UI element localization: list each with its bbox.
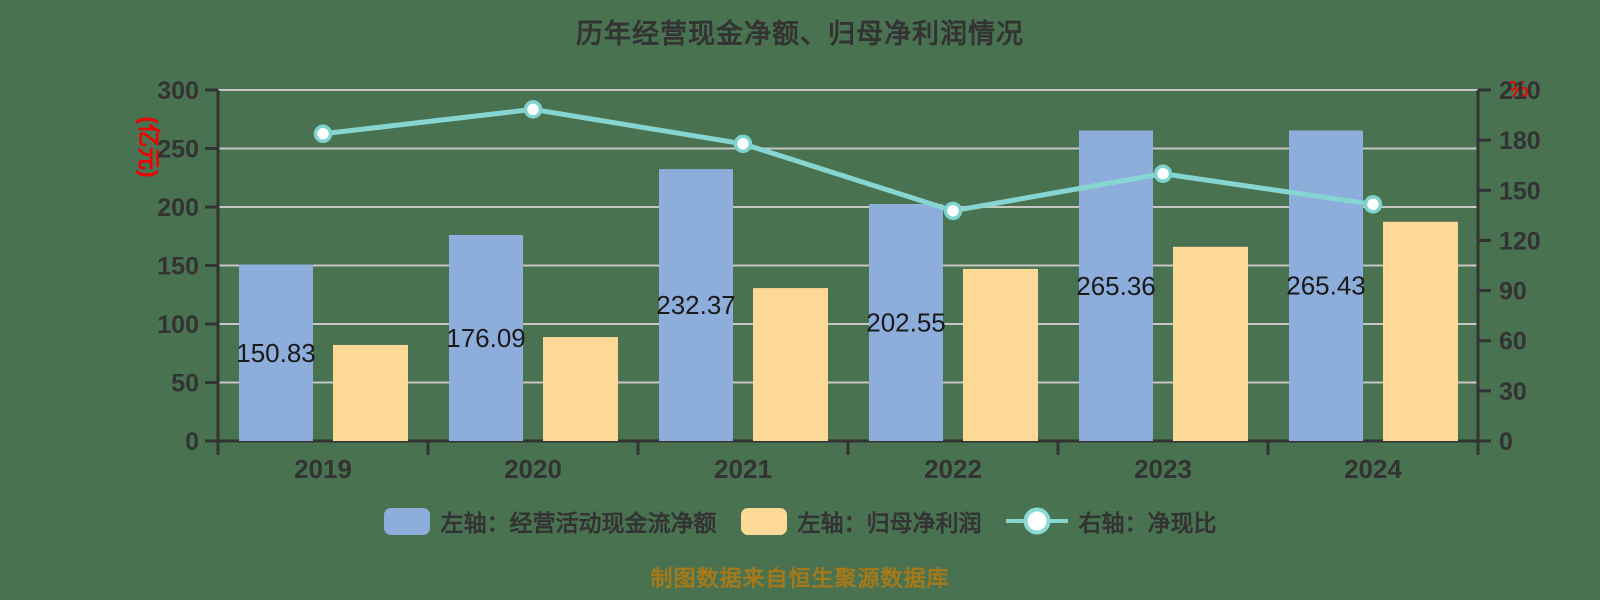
left-tick-label-150: 150 — [157, 253, 199, 281]
x-label-2021: 2021 — [714, 454, 772, 484]
right-tick-label-210: 210 — [1499, 77, 1541, 105]
right-tick-label-30: 30 — [1499, 378, 1527, 406]
x-label-2024: 2024 — [1344, 454, 1402, 484]
right-axis-name: % — [1508, 76, 1529, 102]
chart-title: 历年经营现金净额、归母净利润情况 — [576, 19, 1024, 49]
legend-label-operating-cashflow: 左轴：经营活动现金流净额 — [440, 510, 717, 536]
x-label-2023: 2023 — [1134, 454, 1192, 484]
bar-label-2020: 176.09 — [446, 323, 526, 353]
legend-line-circle-icon — [1005, 506, 1068, 536]
marker-net-cash-ratio-2019 — [313, 124, 333, 144]
left-tick-label-50: 50 — [171, 370, 199, 398]
legend-blue-swatch-icon — [383, 507, 430, 535]
x-label-2020: 2020 — [504, 454, 562, 484]
legend-label-net-profit: 左轴：归母净利润 — [797, 510, 982, 536]
bar-net-profit-2021 — [753, 288, 828, 441]
bar-net-profit-2024 — [1383, 221, 1458, 441]
bar-net-profit-2023 — [1173, 246, 1248, 441]
right-tick-label-150: 150 — [1499, 177, 1541, 205]
bar-operating-cashflow-2020 — [449, 234, 523, 441]
marker-net-cash-ratio-2022 — [943, 201, 963, 221]
marker-net-cash-ratio-2024 — [1363, 195, 1383, 214]
bar-label-2022: 202.55 — [866, 308, 946, 338]
source-note: 制图数据来自恒生聚源数据库 — [650, 566, 950, 591]
bar-operating-cashflow-2021 — [659, 169, 733, 441]
left-tick-label-100: 100 — [157, 311, 199, 339]
legend-item-operating-cashflow[interactable]: 左轴：经营活动现金流净额 — [383, 504, 717, 538]
right-tick-label-90: 90 — [1499, 278, 1527, 306]
left-tick-label-300: 300 — [157, 77, 199, 105]
legend-yellow-swatch-icon — [740, 507, 787, 535]
legend-item-net-cash-ratio[interactable]: 右轴：净现比 — [1005, 504, 1217, 538]
x-label-2022: 2022 — [924, 454, 982, 484]
bar-net-profit-2022 — [963, 268, 1038, 441]
bar-label-2024: 265.43 — [1286, 271, 1366, 301]
marker-net-cash-ratio-2023 — [1153, 164, 1173, 183]
bar-operating-cashflow-2022 — [869, 204, 943, 441]
bar-label-2021: 232.37 — [656, 290, 736, 320]
right-tick-label-120: 120 — [1499, 227, 1541, 255]
left-tick-label-200: 200 — [157, 194, 199, 222]
left-tick-label-0: 0 — [185, 428, 199, 456]
bar-label-2019: 150.83 — [236, 338, 316, 368]
right-tick-label-60: 60 — [1499, 328, 1527, 356]
marker-net-cash-ratio-2020 — [523, 100, 543, 119]
bar-operating-cashflow-2024 — [1289, 130, 1363, 441]
bar-net-profit-2019 — [333, 344, 408, 441]
legend-label-net-cash-ratio: 右轴：净现比 — [1078, 510, 1217, 536]
bar-operating-cashflow-2019 — [239, 264, 313, 441]
legend-item-net-profit[interactable]: 左轴：归母净利润 — [740, 504, 982, 538]
left-tick-label-250: 250 — [157, 136, 199, 164]
marker-net-cash-ratio-2021 — [733, 134, 753, 154]
right-tick-label-0: 0 — [1499, 428, 1513, 456]
bar-net-profit-2020 — [543, 337, 618, 441]
bar-label-2023: 265.36 — [1076, 271, 1156, 301]
right-tick-label-180: 180 — [1499, 127, 1541, 155]
line-net-cash-ratio — [320, 106, 1376, 214]
legend: 左轴：经营活动现金流净额 左轴：归母净利润 右轴：净现比 — [0, 503, 1600, 539]
x-label-2019: 2019 — [294, 454, 352, 484]
